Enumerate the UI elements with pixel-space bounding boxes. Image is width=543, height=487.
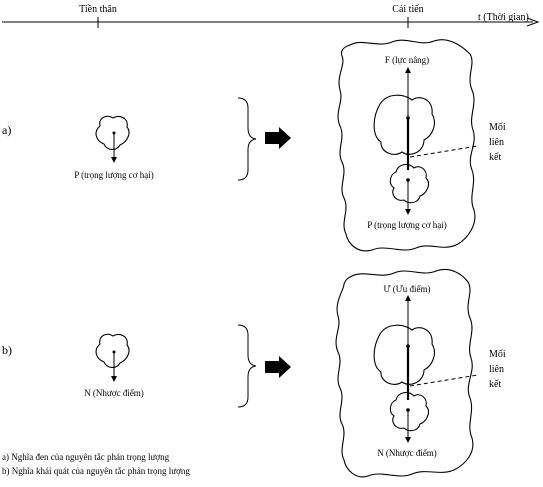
row-b-transform-arrow-icon [265, 356, 291, 378]
captions: a) Nghĩa đen của nguyên tắc phản trọng l… [2, 452, 190, 476]
after-label: Cải tiến [392, 4, 423, 15]
row-a-left-label: P (trọng lượng cơ hại) [74, 170, 154, 180]
row-a-link-label-1: Mối [489, 122, 506, 133]
row-a-big-outline [337, 39, 476, 252]
row-a-marker: a) [2, 123, 11, 137]
row-b-marker: b) [2, 343, 12, 357]
row-a-link-label-3: kết [489, 152, 501, 163]
time-axis-arrow-icon [526, 17, 540, 27]
before-label: Tiền thân [79, 4, 117, 15]
row-b-brace [237, 324, 257, 408]
row-a-top-label: F (lực nâng) [385, 55, 429, 65]
row-a: a) P (trọng lượng cơ hại) F (lực nâng) P… [2, 39, 506, 252]
row-a-link-pointer [409, 145, 479, 158]
caption-a: a) Nghĩa đen của nguyên tắc phản trọng l… [2, 452, 170, 462]
row-a-transform-arrow-icon [265, 127, 291, 149]
timeline: Tiền thân Cải tiến t (Thời gian) [2, 4, 540, 28]
row-a-bottom-label: P (trọng lượng cơ hại) [367, 220, 447, 230]
row-b-top-label: Ư (Ưu điểm) [384, 284, 431, 294]
row-b-link-label-3: kết [489, 379, 501, 390]
caption-b: b) Nghĩa khái quát của nguyên tắc phản t… [2, 466, 190, 476]
row-b-lower-object [389, 391, 429, 432]
row-b-bottom-label: N (Nhược điểm) [377, 448, 437, 458]
row-b-left-label: N (Nhược điểm) [84, 388, 144, 398]
row-b: b) N (Nhược điểm) Ư (Ưu điểm) N (Nhược đ… [2, 268, 506, 478]
row-b-link-label-2: liên [489, 364, 504, 375]
row-a-lower-object [389, 163, 429, 204]
row-b-big-outline [335, 268, 474, 478]
row-b-upper-object [373, 324, 435, 385]
row-b-link-pointer [409, 374, 479, 387]
axis-label: t (Thời gian) [478, 12, 529, 23]
row-b-left-object [95, 333, 130, 368]
row-a-left-object [95, 115, 130, 150]
row-a-brace [237, 97, 257, 181]
row-b-link-label-1: Mối [489, 349, 506, 360]
row-a-link-label-2: liên [489, 137, 504, 148]
row-a-upper-object [373, 94, 435, 155]
